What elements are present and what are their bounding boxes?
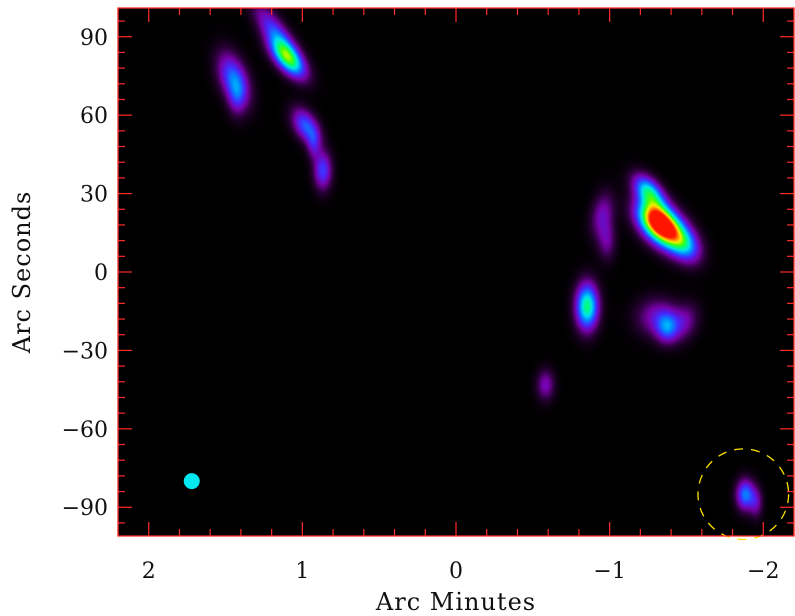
axis-ticks [117,8,795,536]
y-tick-label: 90 [80,26,108,51]
axis-tick-labels: 2 1 0 −1 −2 90 60 30 0 −30 −60 −90 [62,26,780,584]
y-tick-label: 60 [80,104,108,129]
x-tick-label: −1 [593,559,625,584]
y-tick-label: 0 [94,261,108,286]
y-tick-label: 30 [80,183,108,208]
field-circle-marker [697,448,790,541]
x-axis-title: Arc Minutes [375,588,536,616]
intensity-map [118,8,794,536]
y-tick-label: −30 [62,339,108,364]
x-tick-label: 1 [295,559,309,584]
y-tick-label: −90 [62,496,108,521]
y-axis-title: Arc Seconds [8,191,36,355]
beam-marker [183,473,200,490]
x-tick-label: 2 [142,559,156,584]
x-tick-label: 0 [449,559,463,584]
plot-area [117,7,795,541]
x-tick-label: −2 [747,559,779,584]
y-tick-label: −60 [62,418,108,443]
